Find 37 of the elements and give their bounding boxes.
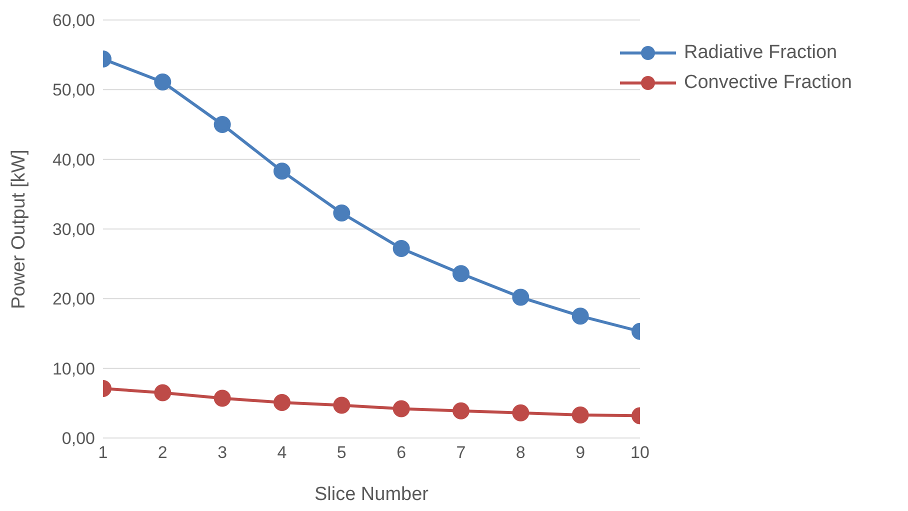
y-tick-label: 60,00 xyxy=(52,11,95,30)
point xyxy=(274,394,290,411)
point xyxy=(392,400,410,418)
y-tick-label: 0,00 xyxy=(62,429,95,448)
point xyxy=(572,406,589,424)
point xyxy=(512,404,530,422)
y-tick-label: 40,00 xyxy=(52,150,95,170)
point xyxy=(333,396,350,414)
y-tick-label: 30,00 xyxy=(52,220,95,240)
x-tick-label: 7 xyxy=(456,443,466,462)
point xyxy=(274,162,290,180)
point xyxy=(572,308,589,325)
x-tick-label: 8 xyxy=(516,443,526,462)
point xyxy=(333,204,350,222)
x-tick-label: 1 xyxy=(98,443,108,462)
y-tick-label: 10,00 xyxy=(52,359,95,378)
y-axis-title: Power Output [kW] xyxy=(8,150,30,309)
point xyxy=(154,384,172,402)
point xyxy=(452,402,470,420)
point xyxy=(154,74,172,91)
point xyxy=(214,116,231,133)
x-tick-label: 10 xyxy=(630,443,650,462)
x-tick-label: 3 xyxy=(218,443,228,462)
legend-label: Radiative Fraction xyxy=(684,42,838,64)
y-tick-label: 20,00 xyxy=(52,290,95,309)
point xyxy=(214,390,231,407)
point xyxy=(392,240,410,258)
x-tick-label: 9 xyxy=(576,443,586,462)
x-axis-title: Slice Number xyxy=(314,484,430,505)
x-tick-label: 2 xyxy=(158,443,168,462)
x-tick-label: 5 xyxy=(336,443,346,462)
point xyxy=(452,265,470,282)
legend-label: Convective Fraction xyxy=(684,72,852,94)
x-tick-label: 4 xyxy=(277,443,287,462)
y-tick-label: 50,00 xyxy=(52,80,95,100)
point xyxy=(512,288,530,306)
x-tick-label: 6 xyxy=(396,443,406,462)
